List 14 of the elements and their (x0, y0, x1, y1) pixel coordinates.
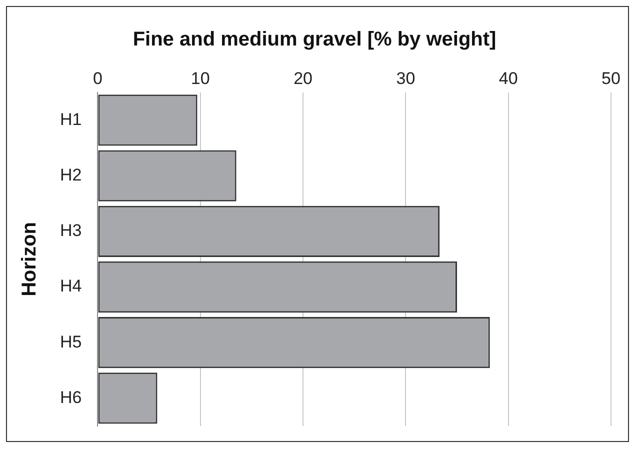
y-tick-label: H4 (60, 276, 82, 296)
x-tick-label: 30 (396, 68, 416, 88)
y-tick-label: H6 (60, 388, 82, 407)
chart-title: Fine and medium gravel [% by weight] (132, 28, 496, 51)
x-tick-label: 20 (294, 68, 312, 88)
y-tick-label: H2 (60, 165, 82, 184)
y-axis-title: Horizon (18, 222, 41, 296)
y-tick-label: H5 (60, 332, 82, 352)
x-tick-label: 10 (190, 68, 210, 88)
x-tick-label: 40 (498, 68, 518, 88)
x-tick-label: 50 (602, 68, 620, 88)
y-tick-label: H1 (60, 110, 82, 129)
y-tick-label: H3 (60, 221, 82, 240)
x-tick-label: 0 (92, 68, 102, 88)
